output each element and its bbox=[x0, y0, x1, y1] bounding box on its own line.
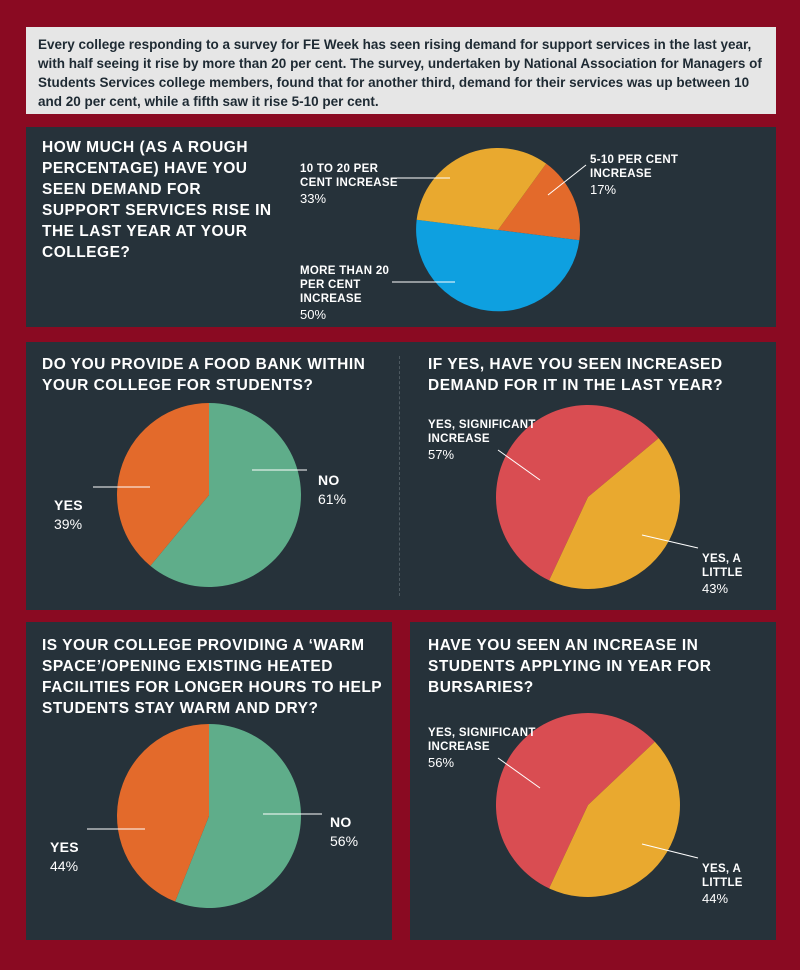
pie-slice-more-than-20-per-cent-increase bbox=[416, 219, 580, 312]
label-bursaries-little: YES, A LITTLE 44% bbox=[702, 863, 743, 906]
label-warm-space-yes: YES 44% bbox=[50, 839, 79, 874]
pie-slice-yes-significant-increase bbox=[495, 712, 655, 889]
pie-slice-yes bbox=[116, 403, 209, 566]
label-10-20-per-cent: 10 TO 20 PER CENT INCREASE 33% bbox=[300, 163, 398, 206]
label-warm-space-no: NO 56% bbox=[330, 814, 359, 849]
label-bursaries-significant: YES, SIGNIFICANT INCREASE 56% bbox=[428, 727, 536, 770]
pie-chart-food-bank bbox=[116, 403, 301, 587]
pie-slice-no bbox=[175, 724, 301, 908]
chart-5-title: Have you seen an increase in students ap… bbox=[428, 637, 712, 696]
label-more-than-20-per-cent: MORE THAN 20 PER CENT INCREASE 50% bbox=[300, 265, 390, 322]
pie-chart-food-bank-demand bbox=[495, 404, 680, 589]
leader-line bbox=[497, 757, 541, 789]
pie-slice-10-to-20-per-cent-increase bbox=[416, 148, 547, 230]
chart-1-title: HOW MUCH (AS A ROUGH PERCENTAGE) HAVE YO… bbox=[42, 139, 272, 261]
pie-chart-warm-space bbox=[116, 724, 301, 908]
leader-line bbox=[497, 449, 541, 481]
intro-text: Every college responding to a survey for… bbox=[26, 27, 776, 114]
panel-demand-rise bbox=[26, 127, 776, 327]
label-food-bank-no: NO 61% bbox=[318, 472, 347, 507]
label-food-bank-significant: YES, SIGNIFICANT INCREASE 57% bbox=[428, 419, 536, 462]
leader-line bbox=[641, 843, 699, 859]
chart-4-title: IS YOUR COLLEGE PROVIDING A ‘WARM SPACE’… bbox=[42, 637, 382, 717]
pie-slice-yes bbox=[116, 724, 209, 902]
leader-line bbox=[547, 164, 587, 196]
pie-slice-5-10-per-cent-increase bbox=[498, 163, 580, 241]
pie-slice-yes-a-little bbox=[549, 438, 680, 589]
panel-divider bbox=[399, 356, 400, 596]
chart-3-title: IF YES, HAVE YOU SEEN INCREASED DEMAND F… bbox=[428, 356, 724, 394]
label-5-10-per-cent: 5-10 PER CENT INCREASE 17% bbox=[590, 154, 679, 197]
pie-chart-demand-rise bbox=[416, 148, 580, 312]
label-food-bank-yes: YES 39% bbox=[54, 497, 83, 532]
pie-slice-no bbox=[150, 403, 301, 587]
pie-slice-yes-significant-increase bbox=[495, 404, 659, 581]
label-food-bank-little: YES, A LITTLE 43% bbox=[702, 553, 743, 596]
pie-chart-bursaries bbox=[495, 712, 680, 897]
pie-slice-yes-a-little bbox=[549, 741, 680, 897]
chart-2-title: DO YOU PROVIDE A FOOD BANK WITHIN YOUR C… bbox=[42, 356, 366, 394]
leader-line bbox=[641, 534, 699, 549]
